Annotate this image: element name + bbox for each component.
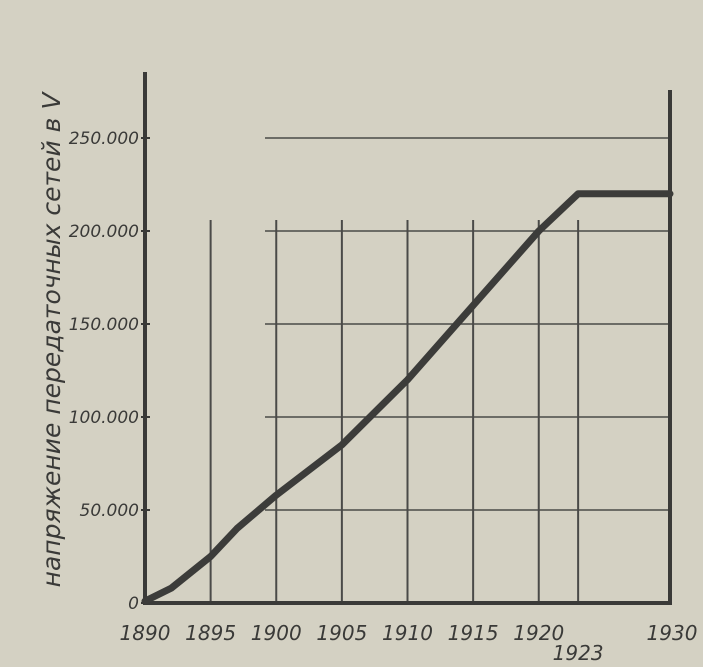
vertical-gridlines — [209, 220, 671, 603]
data-point-3 — [234, 526, 240, 532]
data-point-10 — [667, 191, 673, 197]
x-tick-label-1910: 1910 — [382, 621, 433, 645]
x-tick-label-1920: 1920 — [513, 621, 564, 645]
x-tick-label-1905: 1905 — [316, 621, 367, 645]
x-tick-label-1890: 1890 — [120, 621, 171, 645]
data-point-4 — [273, 492, 279, 498]
data-point-5 — [339, 442, 345, 448]
y-axis-label-text: напряжение передаточных сетей в V — [37, 91, 66, 588]
x-tick-label-1930: 1930 — [647, 621, 698, 645]
y-tick-labels: 0 50.000 100.000 150.000 200.000 250.000 — [69, 129, 150, 614]
x-tick-label-1923: 1923 — [553, 641, 604, 665]
data-point-9 — [575, 191, 581, 197]
y-tick-label: 100.000 — [69, 408, 139, 428]
y-tick-label: 0 — [128, 594, 139, 614]
y-tick-label: 200.000 — [69, 222, 139, 242]
data-point-0 — [142, 598, 148, 604]
series-group — [141, 190, 674, 605]
data-point-8 — [536, 228, 542, 234]
y-tick-label: 250.000 — [69, 129, 139, 149]
y-tick-label: 50.000 — [80, 501, 139, 521]
data-point-2 — [208, 554, 214, 559]
x-tick-label-1900: 1900 — [251, 621, 302, 645]
y-axis-label: напряжение передаточных сетей в V — [37, 91, 66, 588]
x-tick-label-1895: 1895 — [185, 621, 236, 645]
data-point-6 — [405, 377, 410, 383]
data-point-1 — [168, 585, 174, 591]
x-tick-label-1915: 1915 — [448, 621, 499, 645]
data-point-7 — [470, 302, 476, 308]
y-tick-label: 150.000 — [69, 315, 139, 335]
horizontal-gridlines — [265, 137, 670, 511]
